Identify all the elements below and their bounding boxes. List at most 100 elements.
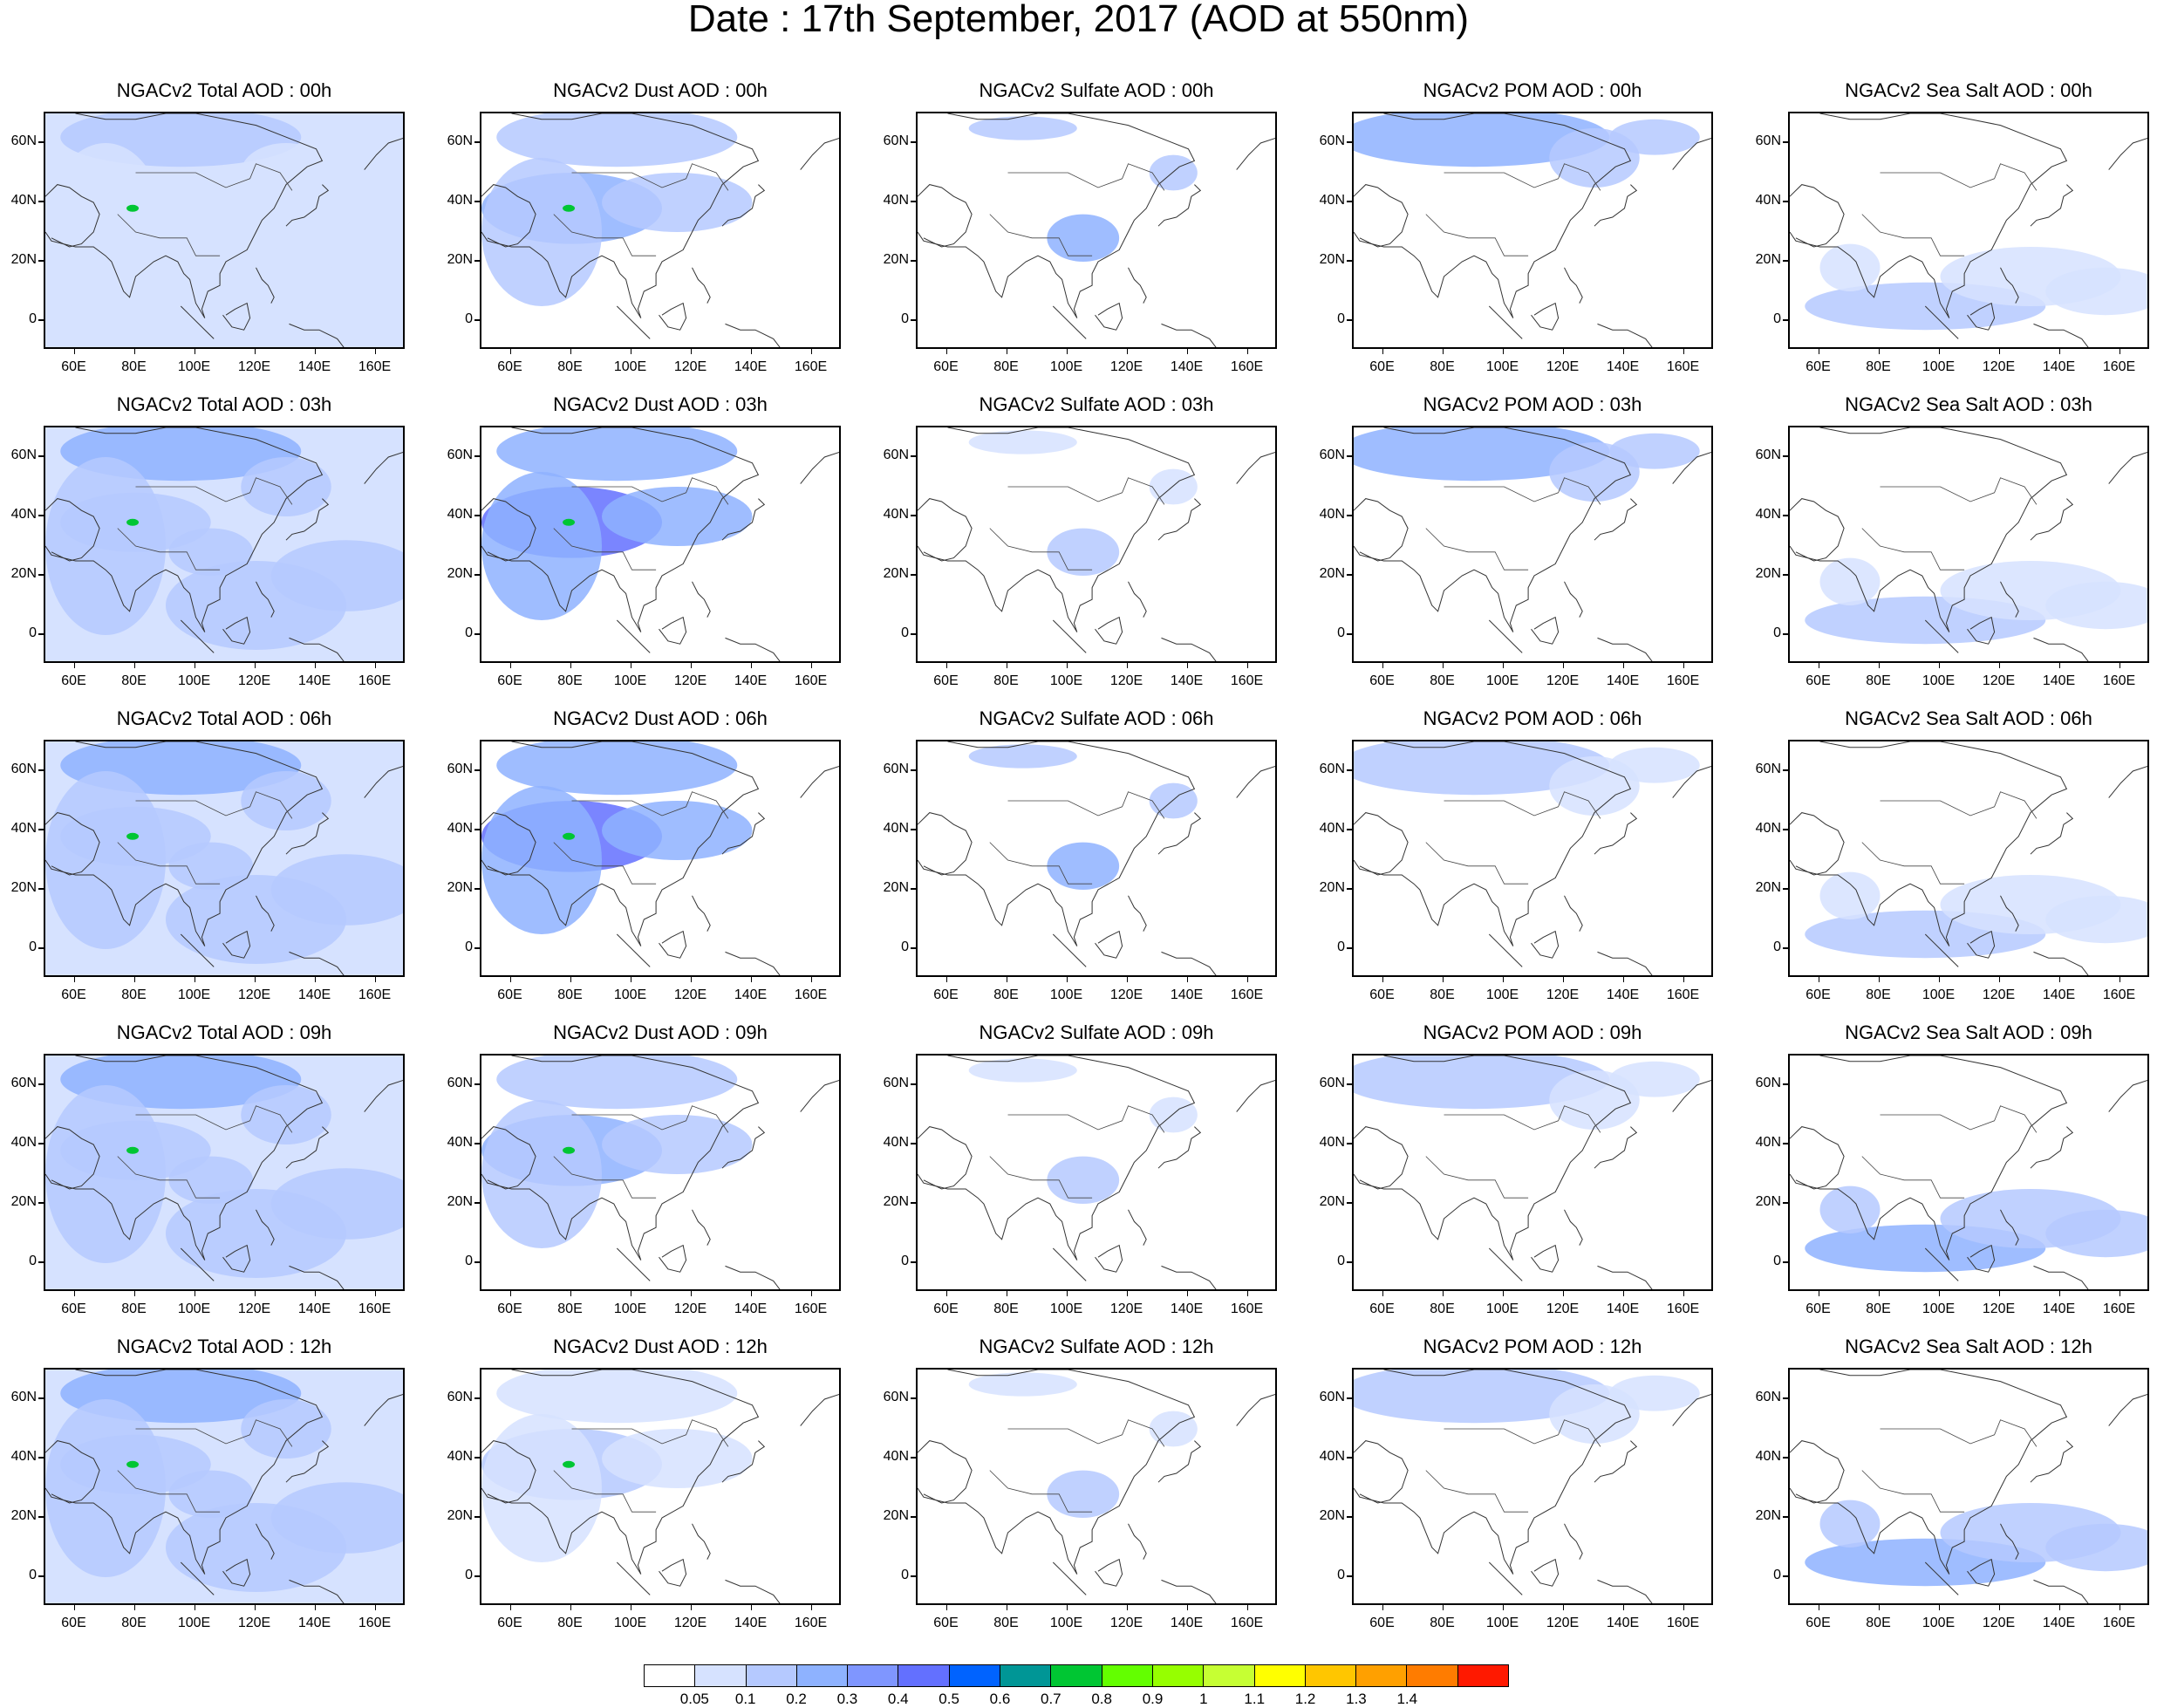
lon-tick-label: 80E bbox=[1866, 673, 1891, 688]
lat-tick bbox=[474, 769, 480, 771]
colorbar-cell bbox=[746, 1665, 797, 1686]
lat-tick bbox=[38, 574, 44, 576]
coastline bbox=[725, 1579, 781, 1603]
lon-tick bbox=[1126, 349, 1128, 354]
lat-tick-label: 60N bbox=[1319, 762, 1345, 776]
panel-title: NGACv2 POM AOD : 12h bbox=[1423, 1336, 1642, 1357]
colorbar-cell bbox=[949, 1665, 1001, 1686]
coastline bbox=[1967, 302, 1996, 331]
lat-tick-label: 0 bbox=[901, 1254, 909, 1268]
map-panel-seasalt-4 bbox=[1788, 1368, 2149, 1605]
coastline bbox=[692, 267, 711, 304]
lon-tick-label: 160E bbox=[358, 987, 392, 1002]
lon-tick-label: 100E bbox=[1049, 359, 1083, 374]
lon-tick bbox=[2119, 1605, 2120, 1610]
lon-tick bbox=[1562, 1605, 1564, 1610]
lat-tick bbox=[911, 769, 916, 771]
lon-tick-label: 100E bbox=[613, 1301, 647, 1316]
lon-tick bbox=[1382, 349, 1383, 354]
aod-shading-blob bbox=[2045, 895, 2147, 944]
lat-tick bbox=[1347, 1397, 1352, 1399]
coastline bbox=[289, 323, 345, 347]
lon-tick-label: 120E bbox=[1546, 1616, 1580, 1630]
lon-tick bbox=[194, 977, 195, 982]
lon-tick-label: 140E bbox=[1606, 987, 1640, 1002]
aod-shading-blob bbox=[496, 1370, 738, 1424]
map-panel-seasalt-3 bbox=[1788, 1054, 2149, 1291]
coastline bbox=[180, 619, 215, 653]
panel-title: NGACv2 Sulfate AOD : 03h bbox=[979, 393, 1214, 415]
coastline bbox=[289, 951, 345, 975]
coastline bbox=[51, 1056, 324, 1261]
lat-tick bbox=[1347, 1143, 1352, 1144]
lat-tick bbox=[1783, 1457, 1788, 1459]
lon-tick bbox=[1442, 349, 1444, 354]
lon-tick-label: 100E bbox=[1049, 673, 1083, 688]
lon-tick-label: 140E bbox=[734, 987, 768, 1002]
lon-tick-label: 140E bbox=[1170, 673, 1204, 688]
lat-tick-label: 40N bbox=[883, 507, 909, 522]
coastline bbox=[2030, 498, 2074, 541]
coastline bbox=[1531, 1558, 1560, 1587]
coastline bbox=[256, 267, 275, 304]
lat-tick bbox=[474, 1397, 480, 1399]
lat-tick-label: 60N bbox=[10, 447, 37, 462]
lon-tick bbox=[254, 977, 256, 982]
lon-tick bbox=[314, 977, 316, 982]
coastline bbox=[481, 184, 536, 248]
lat-tick bbox=[474, 260, 480, 262]
aod-map bbox=[481, 427, 839, 661]
lat-tick bbox=[1783, 888, 1788, 890]
lat-tick-label: 40N bbox=[1319, 193, 1345, 208]
coastline bbox=[923, 1370, 1196, 1575]
dust-hotspot bbox=[126, 1146, 140, 1154]
lat-tick bbox=[38, 201, 44, 202]
lon-tick-label: 80E bbox=[557, 673, 583, 688]
lon-tick bbox=[945, 1291, 947, 1296]
country-border bbox=[553, 214, 657, 256]
coastline bbox=[1236, 1393, 1275, 1426]
aod-shading-blob bbox=[1819, 1500, 1881, 1547]
lat-tick bbox=[1783, 1083, 1788, 1085]
lon-tick-label: 80E bbox=[557, 1301, 583, 1316]
lat-tick bbox=[911, 260, 916, 262]
lon-tick-label: 100E bbox=[1922, 1301, 1956, 1316]
coastline bbox=[1790, 1126, 1845, 1190]
lon-tick-label: 160E bbox=[1230, 1616, 1264, 1630]
lat-tick bbox=[1347, 888, 1352, 890]
lon-tick-label: 160E bbox=[2102, 1616, 2136, 1630]
lat-tick bbox=[1783, 1516, 1788, 1518]
lon-tick-label: 100E bbox=[1049, 1616, 1083, 1630]
coastline bbox=[1790, 184, 1845, 248]
coastline bbox=[1531, 930, 1560, 959]
lon-tick bbox=[1562, 1291, 1564, 1296]
figure-title: Date : 17th September, 2017 (AOD at 550n… bbox=[687, 0, 1470, 40]
coastline bbox=[1488, 619, 1523, 653]
lat-tick bbox=[911, 515, 916, 516]
lon-tick bbox=[1998, 1605, 2000, 1610]
lon-tick-label: 100E bbox=[613, 987, 647, 1002]
lon-tick-label: 140E bbox=[2042, 673, 2076, 688]
lat-tick-label: 0 bbox=[901, 939, 909, 954]
country-border bbox=[117, 1470, 221, 1513]
map-panel-pom-4 bbox=[1352, 1368, 1713, 1605]
lon-tick-label: 80E bbox=[1430, 987, 1455, 1002]
aod-shading-blob bbox=[602, 487, 753, 546]
lon-tick bbox=[194, 1291, 195, 1296]
lon-tick bbox=[73, 977, 75, 982]
lat-tick-label: 40N bbox=[10, 1135, 37, 1150]
lat-tick bbox=[474, 633, 480, 635]
lat-tick bbox=[911, 1202, 916, 1204]
coastline bbox=[1488, 1561, 1523, 1595]
coastline bbox=[725, 637, 781, 661]
aod-shading-blob bbox=[241, 143, 331, 202]
country-border bbox=[1861, 1156, 1965, 1199]
colorbar-cell bbox=[796, 1665, 849, 1686]
lon-tick bbox=[1878, 1291, 1880, 1296]
lat-tick bbox=[1347, 1457, 1352, 1459]
lon-tick-label: 60E bbox=[497, 359, 522, 374]
dust-hotspot bbox=[563, 204, 576, 212]
colorbar-cell bbox=[1457, 1665, 1509, 1686]
lat-tick-label: 20N bbox=[883, 252, 909, 267]
aod-map bbox=[918, 741, 1275, 975]
